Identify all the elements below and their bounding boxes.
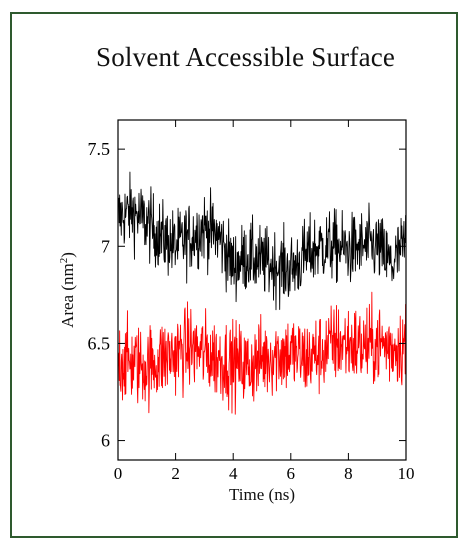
y-tick-label: 6.5 xyxy=(88,333,111,353)
y-tick-label: 6 xyxy=(101,431,110,451)
series-layer xyxy=(118,171,406,415)
y-axis-label-text: Area (nm xyxy=(58,263,77,328)
x-tick-label: 6 xyxy=(287,464,296,483)
series-red-line xyxy=(118,291,406,415)
x-tick-label: 2 xyxy=(171,464,180,483)
x-axis-label: Time (ns) xyxy=(229,485,295,504)
y-tick-label: 7.5 xyxy=(88,139,111,159)
x-tick-label: 0 xyxy=(114,464,123,483)
y-axis-label-close: ) xyxy=(58,252,77,258)
chart-title: Solvent Accessible Surface xyxy=(96,42,396,72)
y-axis-label: Area (nm2) xyxy=(58,252,77,328)
x-axis: 0 2 4 6 8 10 xyxy=(114,120,415,483)
y-tick-label: 7 xyxy=(101,236,110,256)
series-black-line xyxy=(118,171,406,311)
x-tick-label: 8 xyxy=(344,464,353,483)
y-axis-label-sup: 2 xyxy=(58,258,70,264)
y-axis: 6 6.5 7 7.5 xyxy=(88,139,406,451)
x-tick-label: 4 xyxy=(229,464,238,483)
x-tick-label: 10 xyxy=(398,464,415,483)
plot-area xyxy=(117,119,407,461)
